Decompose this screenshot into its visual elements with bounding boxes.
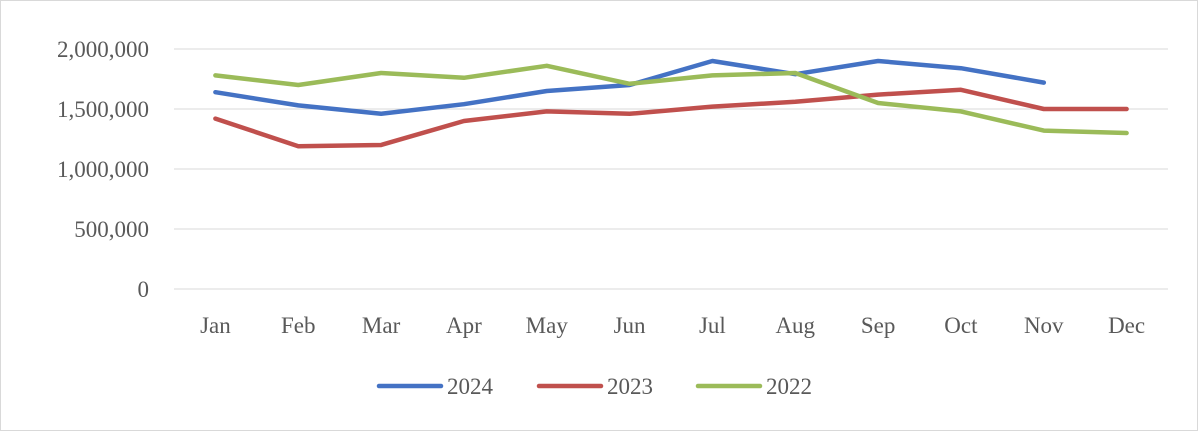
x-tick-label: Mar xyxy=(362,313,401,338)
series-line-2022 xyxy=(213,63,1129,136)
series-lines xyxy=(213,58,1129,149)
legend-label-2022: 2022 xyxy=(766,374,812,399)
x-tick-label: Dec xyxy=(1108,313,1145,338)
legend-label-2023: 2023 xyxy=(607,374,653,399)
x-tick-label: May xyxy=(526,313,569,338)
legend-label-2024: 2024 xyxy=(447,374,494,399)
x-tick-label: Apr xyxy=(446,313,482,338)
y-tick-label: 1,500,000 xyxy=(57,97,149,122)
legend: 2024 2023 2022 xyxy=(376,374,812,399)
x-tick-label: Nov xyxy=(1024,313,1064,338)
x-tick-label: Jun xyxy=(614,313,646,338)
series-line-2023 xyxy=(213,87,1129,149)
y-axis-tick-labels: 0 500,000 1,000,000 1,500,000 2,000,000 xyxy=(57,37,149,302)
x-tick-label: Aug xyxy=(775,313,815,338)
x-tick-label: Jul xyxy=(699,313,726,338)
x-tick-label: Sep xyxy=(861,313,896,338)
x-tick-label: Jan xyxy=(200,313,231,338)
x-axis-tick-labels: Jan Feb Mar Apr May Jun Jul Aug Sep Oct Nov Dec xyxy=(200,313,1145,338)
gridlines xyxy=(174,48,1168,290)
y-tick-label: 2,000,000 xyxy=(57,37,149,62)
y-tick-label: 0 xyxy=(138,277,150,302)
y-tick-label: 500,000 xyxy=(74,217,149,242)
x-tick-label: Oct xyxy=(944,313,978,338)
y-tick-label: 1,000,000 xyxy=(57,157,149,182)
x-tick-label: Feb xyxy=(281,313,316,338)
